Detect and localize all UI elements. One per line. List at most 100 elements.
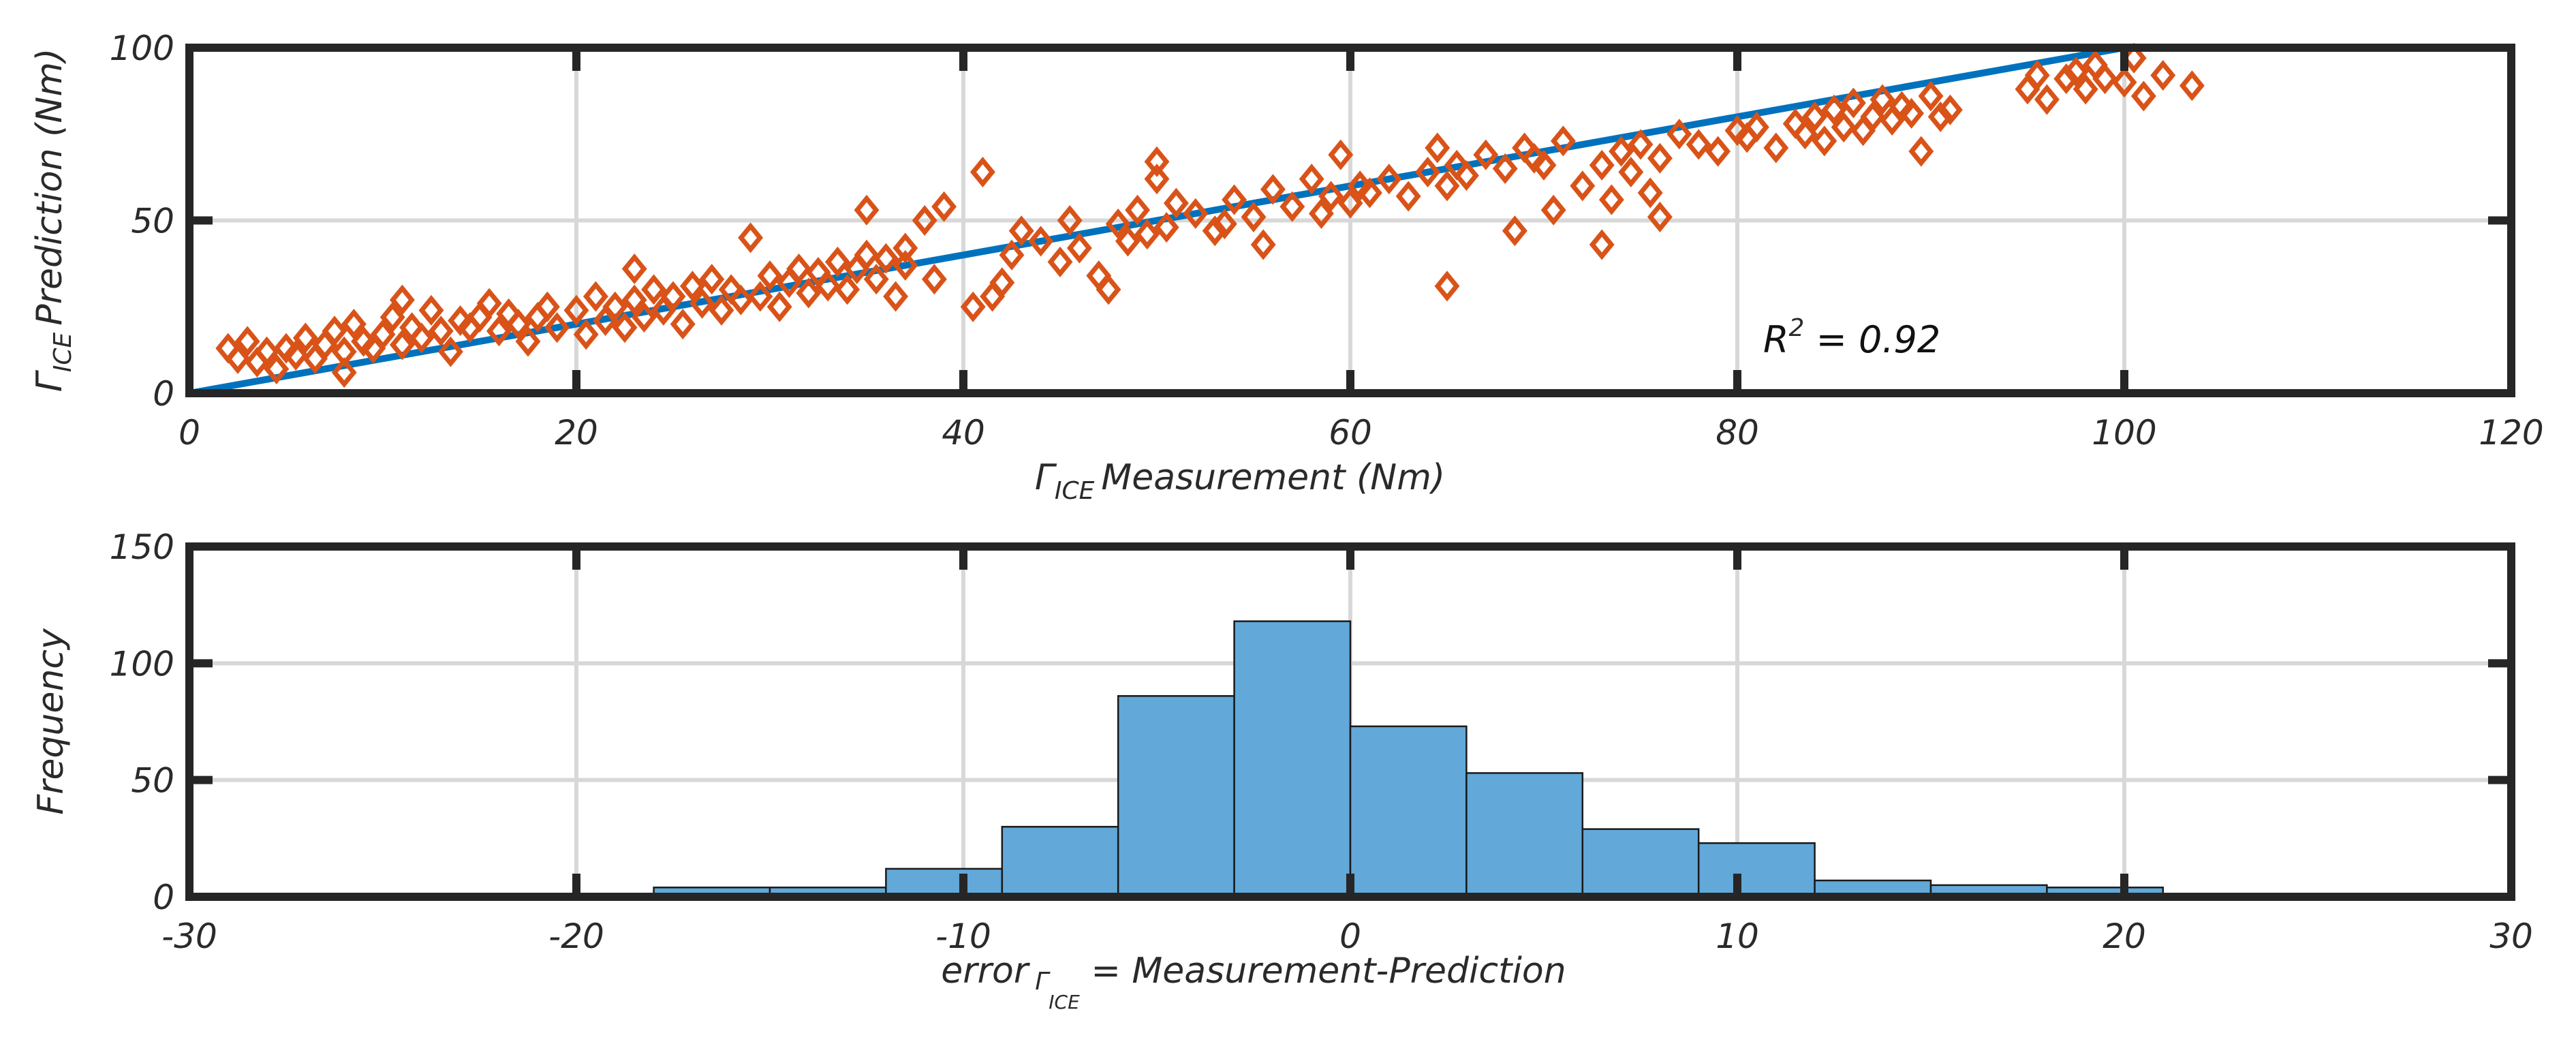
scatter-point [506, 309, 531, 340]
scatter-point [1318, 181, 1344, 212]
scatter-points [215, 42, 2205, 388]
scatter-point [912, 204, 937, 236]
scatter-point [1299, 164, 1324, 195]
scatter-point [999, 239, 1025, 271]
scatter-point [1589, 229, 1615, 260]
scatter-point [2034, 84, 2060, 115]
scatter-point [1047, 246, 1073, 277]
scatter-point [621, 253, 647, 284]
histogram-x-tick-label: 0 [1339, 917, 1361, 956]
scatter-point [1589, 149, 1615, 181]
histogram-y-tick-label: 150 [110, 527, 174, 567]
histogram-frame [185, 542, 2515, 901]
scatter-point [1115, 226, 1140, 257]
scatter-point [854, 239, 880, 271]
scatter-point [1425, 132, 1450, 164]
scatter-point [1308, 198, 1334, 229]
scatter-point [389, 284, 415, 316]
scatter-point [1666, 119, 1692, 150]
scatter-point [863, 264, 889, 295]
histogram-bar [1233, 620, 1352, 898]
scatter-point [1105, 209, 1131, 240]
scatter-point [1792, 119, 1818, 150]
scatter-point [699, 264, 725, 295]
scatter-y-tick-label: 50 [131, 202, 174, 241]
scatter-x-tick-label: 40 [942, 413, 985, 452]
scatter-point [1211, 209, 1237, 240]
histogram-bar [885, 868, 1004, 898]
scatter-point [602, 291, 628, 322]
histogram-y-axis-label: Frequency [31, 628, 72, 815]
histogram-x-tick-label: 10 [1716, 917, 1759, 956]
scatter-point [1869, 84, 1895, 115]
histogram-y-tick-label: 0 [153, 878, 174, 917]
scatter-point [1473, 139, 1499, 170]
scatter-y-tick-label: 100 [110, 29, 174, 68]
histogram-x-tick-label: -20 [548, 917, 604, 956]
scatter-point [225, 343, 251, 374]
scatter-x-tick-label: 100 [2092, 413, 2156, 452]
scatter-point [1134, 219, 1160, 250]
scatter-point [1183, 198, 1209, 229]
scatter-point [534, 291, 560, 322]
scatter-x-tick-label: 80 [1716, 413, 1759, 452]
scatter-point [1163, 187, 1189, 219]
scatter-point [1241, 201, 1267, 232]
scatter-point [331, 336, 357, 367]
scatter-point [1153, 212, 1179, 243]
r-squared-annotation: R2 = 0.92 [1763, 314, 1940, 361]
scatter-point [1202, 215, 1228, 247]
scatter-point [370, 319, 396, 350]
histogram-x-axis-label: error ΓICE = Measurement-Prediction [941, 951, 1566, 1013]
scatter-x-tick-label: 0 [179, 413, 200, 452]
scatter-point [1096, 274, 1121, 305]
histogram-tick-labels: -30 -20 -10 0 10 20 30 0 50 100 150 [110, 527, 2533, 956]
scatter-point [1376, 164, 1402, 195]
scatter-point [728, 284, 754, 316]
scatter-point [1531, 149, 1557, 181]
scatter-point [824, 246, 850, 277]
scatter-point [341, 309, 367, 340]
scatter-point [1899, 97, 1925, 129]
histogram-axes: -30 -20 -10 0 10 20 30 0 50 100 150 error ΓICE = Me… [31, 527, 2533, 1013]
scatter-point [486, 316, 512, 347]
scatter-point [921, 264, 947, 295]
scatter-point [409, 322, 435, 354]
scatter-point [1609, 136, 1634, 167]
scatter-point [428, 316, 454, 347]
scatter-point [1570, 170, 1596, 202]
scatter-point [631, 301, 657, 333]
scatter-point [389, 329, 415, 360]
scatter-point [1743, 112, 1769, 143]
scatter-tick-labels: 0 20 40 60 80 100 120 0 50 100 [110, 29, 2544, 452]
scatter-point [1840, 87, 1866, 119]
histogram-bar [1349, 725, 1468, 898]
scatter-point [1705, 136, 1731, 167]
histogram-x-tick-label: 30 [2489, 917, 2533, 956]
scatter-point [2111, 67, 2137, 98]
scatter-point [766, 291, 792, 322]
fit-line [189, 44, 2125, 397]
scatter-point [1812, 125, 1837, 157]
scatter-x-axis-label: ΓICE Measurement (Nm) [1035, 457, 1445, 505]
scatter-point [418, 294, 444, 326]
scatter-point [1647, 142, 1673, 174]
scatter-point [544, 312, 570, 343]
scatter-y-tick-label: 0 [153, 374, 174, 414]
histogram-bar [1581, 828, 1700, 898]
scatter-point [1453, 160, 1479, 191]
scatter-point [1057, 204, 1083, 236]
scatter-point [1279, 191, 1305, 222]
scatter-point [931, 191, 957, 222]
scatter-point [1686, 129, 1711, 160]
scatter-point [873, 243, 899, 274]
histogram-x-tick-label: 20 [2102, 917, 2146, 956]
scatter-y-axis-label: ΓICEPrediction (Nm) [29, 48, 77, 393]
scatter-point [1260, 174, 1286, 205]
scatter-point [2053, 63, 2079, 95]
scatter-point [292, 322, 318, 354]
scatter-axes: 0 20 40 60 80 100 120 0 50 100 R2 = 0.92 ΓICE Meas… [29, 29, 2544, 505]
scatter-point [969, 157, 995, 188]
scatter-x-tick-label: 120 [2479, 413, 2543, 452]
